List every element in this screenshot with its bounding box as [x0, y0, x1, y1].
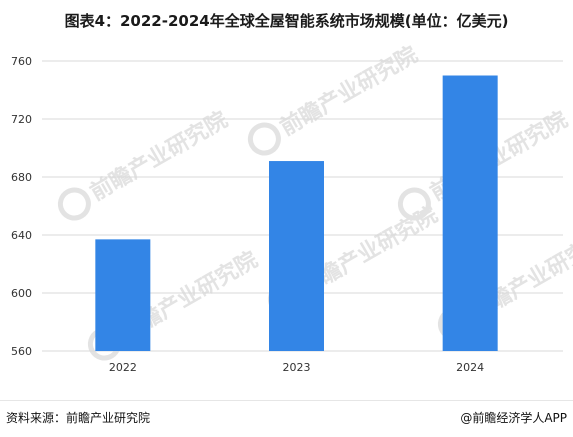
y-tick-label: 600	[11, 287, 32, 300]
y-tick-label: 720	[11, 113, 32, 126]
chart-title: 图表4：2022-2024年全球全屋智能系统市场规模(单位：亿美元)	[64, 12, 509, 30]
y-tick-label: 560	[11, 345, 32, 358]
watermark-text: 前瞻产业研究院	[276, 42, 422, 142]
x-tick-label: 2023	[283, 361, 311, 374]
bar	[269, 161, 324, 351]
y-tick-label: 760	[11, 55, 32, 68]
brand-note: @前瞻经济学人APP	[460, 411, 567, 425]
bar	[442, 75, 498, 351]
bar	[95, 239, 151, 351]
watermark: 前瞻产业研究院	[57, 107, 232, 221]
watermark-logo-icon	[57, 187, 91, 221]
y-tick-label: 640	[11, 229, 32, 242]
watermark-logo-icon	[247, 122, 281, 156]
watermark: 前瞻产业研究院	[247, 42, 422, 156]
watermark-logo-icon	[397, 187, 431, 221]
source-note: 资料来源：前瞻产业研究院	[6, 411, 151, 425]
x-tick-label: 2024	[456, 361, 484, 374]
x-tick-label: 2022	[109, 361, 137, 374]
footer-divider	[0, 400, 573, 401]
y-tick-label: 680	[11, 171, 32, 184]
watermark-text: 前瞻产业研究院	[86, 107, 232, 207]
